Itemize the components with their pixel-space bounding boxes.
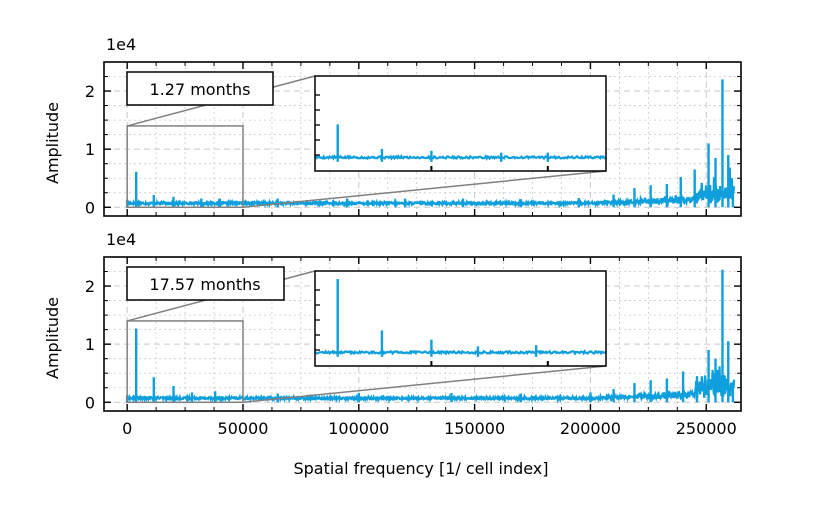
x-axis-label: Spatial frequency [1/ cell index] <box>293 459 548 478</box>
x-tick-label: 150000 <box>444 419 505 438</box>
bottom-panel: 0 1 2 0 50000 100000 150000 200000 250000 1e4 A… <box>43 230 742 438</box>
spectrum-line <box>126 167 736 209</box>
bottom-x-ticks: 0 50000 100000 150000 200000 250000 <box>122 257 737 438</box>
top-panel: 0 1 2 1e4 Amplitude 1.27 months <box>43 35 742 217</box>
top-period-label-box: 1.27 months <box>126 71 274 106</box>
inset-frame <box>314 75 607 172</box>
bottom-y-ticks: 0 1 2 <box>85 271 741 412</box>
inset-background <box>315 76 606 171</box>
bottom-series <box>125 269 736 404</box>
inset-spectrum-line <box>314 154 607 162</box>
zoom-connector <box>242 365 607 404</box>
top-series <box>125 79 736 209</box>
x-tick-label: 250000 <box>676 419 737 438</box>
y-tick-label: 1 <box>85 140 95 159</box>
inset-spectrum-line <box>314 349 607 356</box>
inset-frame <box>314 270 607 367</box>
zoom-connector <box>242 170 607 209</box>
x-tick-label: 50000 <box>218 419 269 438</box>
top-axes-frame <box>103 61 742 217</box>
spectrum-line <box>126 366 736 404</box>
top-inset <box>314 75 607 172</box>
inset-background <box>315 271 606 366</box>
zoom-rectangle <box>126 320 244 404</box>
top-y-axis-label: Amplitude <box>43 102 62 184</box>
axes-frame <box>103 256 742 412</box>
y-tick-label: 0 <box>85 393 95 412</box>
top-x-ticks <box>126 62 707 216</box>
axes-frame <box>103 61 742 217</box>
bottom-axes-frame <box>103 256 742 412</box>
y-tick-label: 1 <box>85 335 95 354</box>
bottom-period-label: 17.57 months <box>149 275 260 294</box>
bottom-period-label-box: 17.57 months <box>126 266 285 301</box>
x-tick-label: 0 <box>122 419 132 438</box>
x-tick-label: 200000 <box>560 419 621 438</box>
top-y-offset-label: 1e4 <box>106 35 136 54</box>
top-y-ticks: 0 1 2 <box>85 76 741 217</box>
bottom-y-axis-label: Amplitude <box>43 297 62 379</box>
top-period-label: 1.27 months <box>150 80 251 99</box>
bottom-y-offset-label: 1e4 <box>106 230 136 249</box>
y-tick-label: 0 <box>85 198 95 217</box>
y-tick-label: 2 <box>85 277 95 296</box>
bottom-inset <box>314 270 607 367</box>
zoom-rectangle <box>126 125 244 209</box>
x-tick-label: 100000 <box>328 419 389 438</box>
y-tick-label: 2 <box>85 82 95 101</box>
